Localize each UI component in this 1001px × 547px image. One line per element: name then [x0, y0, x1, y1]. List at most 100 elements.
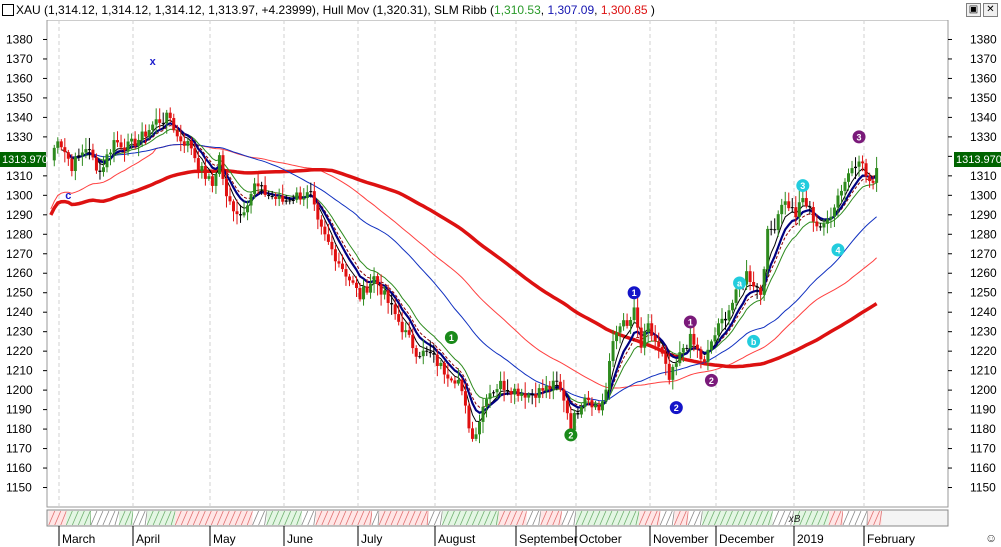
price-chart[interactable]: 1150 1160 1170 1180 1190 1200 1210 1220 1230 1240…	[0, 20, 1001, 547]
season-hatch	[258, 510, 265, 526]
season-hatch	[266, 510, 274, 526]
price-bar-body	[794, 207, 798, 218]
price-bar-body	[843, 181, 847, 191]
season-hatch	[477, 510, 485, 526]
footer-smiley-icon[interactable]: ☺	[985, 531, 997, 545]
price-bar-body	[288, 200, 292, 202]
season-hatch	[738, 510, 745, 526]
wave-marker-circle	[683, 315, 697, 329]
price-bar-body	[811, 207, 815, 222]
y-tick-label-right: 1280	[970, 227, 997, 241]
price-bar-body	[172, 118, 176, 131]
y-tick-label-left: 1310	[6, 169, 33, 183]
season-hatch	[408, 510, 416, 526]
season-hatch	[278, 510, 286, 526]
price-bar-body	[716, 323, 720, 336]
price-bar-body	[804, 198, 808, 207]
season-hatch	[768, 510, 774, 526]
y-tick-label-left: 1180	[6, 422, 32, 436]
price-bar-body	[499, 380, 503, 390]
season-hatch	[465, 510, 473, 526]
season-segment	[147, 511, 176, 525]
price-bar-body	[667, 363, 671, 380]
price-bar-body	[291, 199, 295, 201]
price-bar-body	[270, 196, 274, 198]
price-bar-body	[463, 391, 467, 406]
price-bar-body	[246, 205, 250, 213]
price-bar-body	[495, 389, 499, 393]
season-segment	[372, 511, 380, 525]
restore-button[interactable]: ▣	[966, 3, 981, 17]
season-hatch	[301, 510, 309, 526]
price-bar-body	[112, 140, 116, 153]
price-bar-body	[98, 170, 102, 172]
price-bar-body	[590, 400, 594, 408]
season-hatch	[284, 510, 292, 526]
price-bar-body	[207, 176, 211, 179]
season-hatch	[784, 510, 792, 526]
month-label: March	[62, 532, 95, 546]
price-bar-body	[256, 183, 260, 187]
price-bar-body	[260, 185, 264, 187]
season-hatch	[656, 510, 661, 526]
price-bar-body	[671, 366, 675, 380]
season-hatch	[315, 510, 323, 526]
chart-window-icon[interactable]	[2, 4, 14, 16]
price-bar-body	[601, 401, 604, 411]
season-hatch	[414, 510, 422, 526]
season-hatch	[772, 510, 780, 526]
price-bar-body	[685, 347, 689, 349]
season-hatch	[679, 510, 687, 526]
price-bar-body	[274, 196, 278, 199]
price-badges: 1313.970 1313.970	[0, 152, 1001, 167]
price-bar-body	[355, 282, 358, 288]
price-bar-body	[323, 226, 327, 235]
price-bar-body	[699, 349, 703, 360]
close-button[interactable]: ✕	[983, 3, 998, 17]
season-hatch	[495, 510, 499, 526]
season-hatch	[339, 510, 347, 526]
price-bar-body	[615, 332, 619, 342]
wave-marker-label: 1	[449, 333, 454, 343]
season-hatch	[296, 510, 303, 526]
price-bar-body	[608, 361, 612, 390]
time-axis: xB March April May June July August September Oc…	[46, 509, 949, 546]
price-bar-body	[383, 290, 387, 295]
season-hatch	[170, 510, 176, 526]
slm-study-name: SLM Ribb	[434, 3, 487, 17]
wave-marker-circle	[852, 130, 866, 144]
season-hatch	[321, 510, 329, 526]
price-bar-body	[818, 226, 822, 228]
price-bar-body	[439, 362, 443, 367]
price-bar-body	[541, 388, 545, 391]
price-bar-body	[175, 130, 179, 137]
price-badge-left: 1313.970	[2, 154, 48, 166]
season-hatch	[246, 510, 253, 526]
wave-marker-circle	[733, 276, 747, 290]
thick-red-ma	[49, 167, 878, 369]
y-tick-label-left: 1220	[6, 344, 33, 358]
y-tick-label-right: 1150	[970, 481, 996, 495]
price-bars	[52, 107, 879, 444]
y-tick-label-left: 1360	[6, 71, 33, 85]
price-bar-body	[94, 157, 98, 171]
season-hatch	[599, 510, 607, 526]
price-bar-body	[154, 119, 158, 125]
price-bar-body	[537, 388, 541, 398]
price-bar-body	[59, 141, 63, 148]
y-tick-label-right: 1180	[970, 422, 996, 436]
season-hatch	[210, 510, 218, 526]
price-bar-body	[309, 191, 313, 193]
price-bar-body	[871, 181, 875, 183]
y-tick-label-left: 1240	[6, 305, 33, 319]
chart-title-bar: XAU (1,314.12, 1,314.12, 1,314.12, 1,313…	[0, 0, 1001, 21]
season-segment	[379, 511, 429, 525]
season-hatch	[708, 510, 715, 526]
price-bar-body	[530, 394, 534, 396]
price-bar-body	[776, 214, 780, 230]
price-bar-body	[161, 122, 165, 124]
season-hatch	[756, 510, 763, 526]
season-hatch	[384, 510, 392, 526]
price-bar-body	[832, 207, 836, 217]
season-hatch	[192, 510, 200, 526]
